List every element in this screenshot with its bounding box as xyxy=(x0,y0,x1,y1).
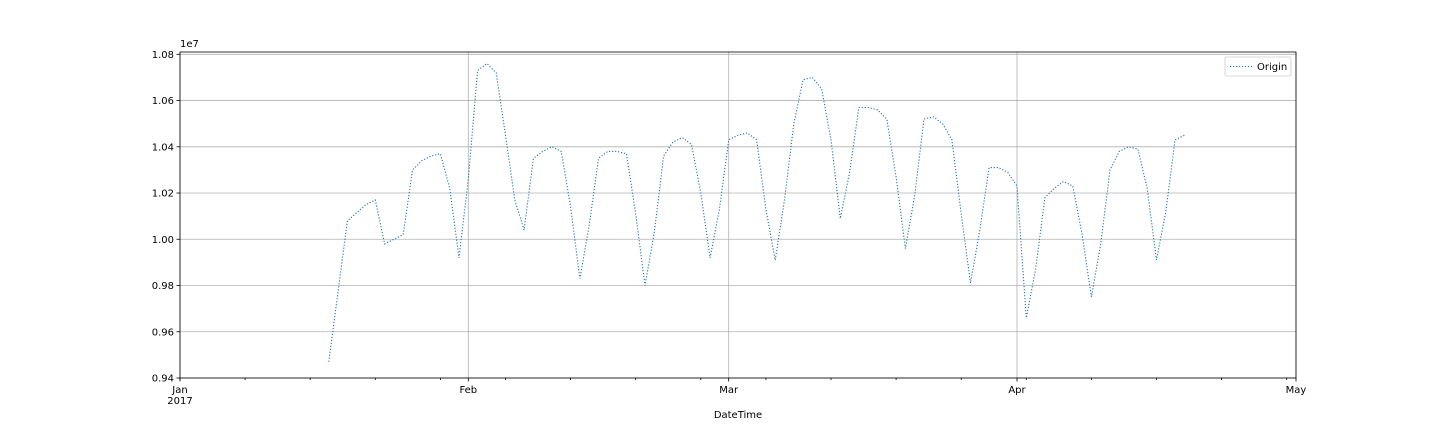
x-axis-label: DateTime xyxy=(714,410,762,421)
x-tick-label: Apr xyxy=(1008,385,1026,396)
y-tick-label: 0.94 xyxy=(152,374,174,385)
grid-lines xyxy=(179,52,1297,379)
legend-label-origin: Origin xyxy=(1257,62,1287,73)
series-layer xyxy=(328,62,1185,362)
y-offset-label: 1e7 xyxy=(180,39,199,50)
y-axis: 0.94 0.96 0.98 1.00 1.02 1.04 1.06 1.08 xyxy=(152,50,180,385)
series-line-origin xyxy=(328,62,1185,362)
y-tick-label: 1.00 xyxy=(152,235,174,246)
x-tick-label: Jan xyxy=(171,385,187,396)
legend: Origin xyxy=(1224,56,1292,77)
legend-box xyxy=(1224,56,1292,77)
y-tick-label: 0.98 xyxy=(152,281,174,292)
y-tick-label: 1.02 xyxy=(152,189,174,200)
y-tick-label: 1.04 xyxy=(152,142,174,153)
x-tick-label: Mar xyxy=(719,385,739,396)
plot-frame xyxy=(179,51,1297,379)
x-tick-label: May xyxy=(1286,385,1307,396)
y-tick-label: 0.96 xyxy=(152,327,174,338)
y-tick-label: 1.08 xyxy=(152,50,174,61)
x-tick-label: Feb xyxy=(459,385,477,396)
x-tick-sublabel: 2017 xyxy=(167,396,192,407)
y-tick-label: 1.06 xyxy=(152,96,174,107)
